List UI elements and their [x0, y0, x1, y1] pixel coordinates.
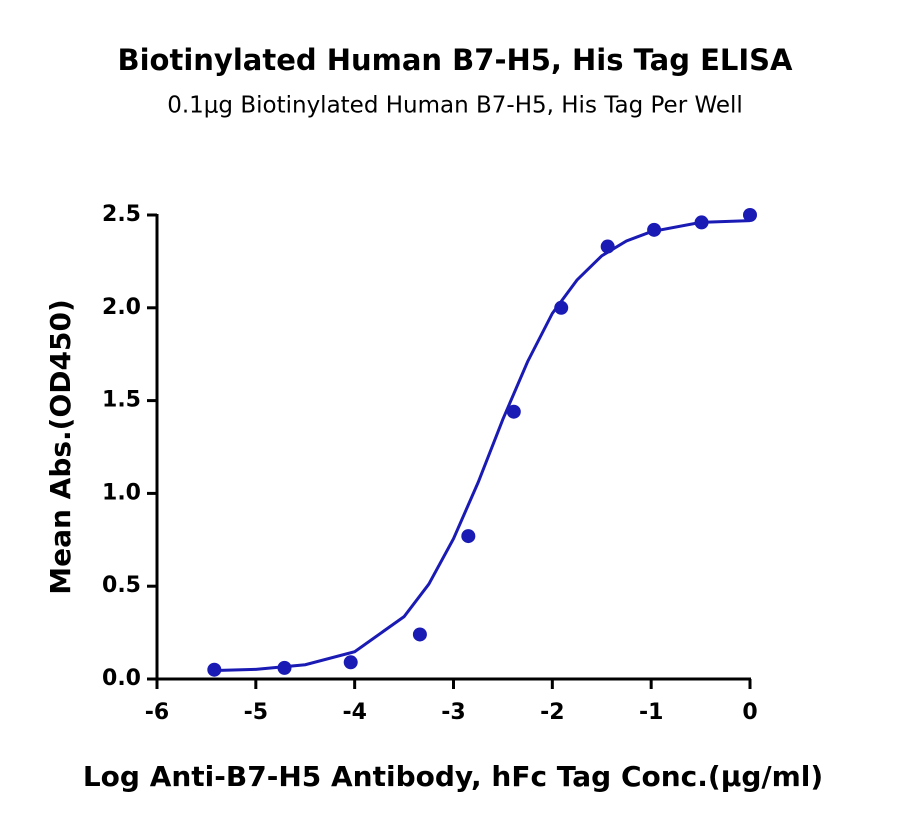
data-point — [343, 655, 358, 670]
y-tick-label: 2.0 — [102, 295, 141, 320]
data-point — [647, 222, 662, 237]
x-tick-label: -1 — [639, 700, 663, 725]
data-point — [743, 208, 757, 222]
data-point — [461, 529, 476, 544]
data-point — [600, 239, 615, 254]
x-tick-label: -5 — [244, 700, 268, 725]
y-tick-label: 0.0 — [102, 666, 141, 691]
data-point — [277, 660, 292, 675]
y-axis-label: Mean Abs.(OD450) — [44, 299, 77, 595]
chart-title: Biotinylated Human B7-H5, His Tag ELISA — [118, 43, 794, 77]
y-tick-label: 2.5 — [102, 202, 141, 227]
y-tick-label: 1.0 — [102, 480, 141, 505]
data-point — [207, 662, 222, 677]
data-point — [694, 215, 709, 230]
y-tick-label: 1.5 — [102, 388, 141, 413]
x-tick-label: -4 — [342, 700, 366, 725]
data-point — [554, 300, 569, 315]
fit-curve — [211, 219, 751, 673]
x-tick-label: -6 — [145, 700, 169, 725]
x-tick-label: -3 — [441, 700, 465, 725]
x-tick-label: 0 — [742, 700, 757, 725]
data-point — [506, 404, 521, 419]
x-tick-label: -2 — [540, 700, 564, 725]
data-point — [412, 627, 427, 642]
y-tick-label: 0.5 — [102, 573, 141, 598]
chart-subtitle: 0.1μg Biotinylated Human B7-H5, His Tag … — [167, 93, 743, 119]
x-axis-label: Log Anti-B7-H5 Antibody, hFc Tag Conc.(μ… — [83, 760, 823, 793]
